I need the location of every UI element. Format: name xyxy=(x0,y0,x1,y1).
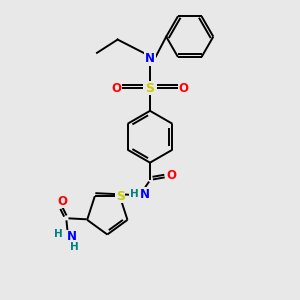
Text: H: H xyxy=(130,189,139,199)
Text: H: H xyxy=(70,242,78,252)
Text: H: H xyxy=(54,229,63,239)
Text: S: S xyxy=(146,82,154,95)
Text: O: O xyxy=(166,169,176,182)
Text: N: N xyxy=(67,230,77,243)
Text: O: O xyxy=(179,82,189,95)
Text: O: O xyxy=(111,82,121,95)
Text: N: N xyxy=(145,52,155,65)
Text: S: S xyxy=(116,190,125,203)
Text: N: N xyxy=(140,188,150,201)
Text: O: O xyxy=(57,195,67,208)
